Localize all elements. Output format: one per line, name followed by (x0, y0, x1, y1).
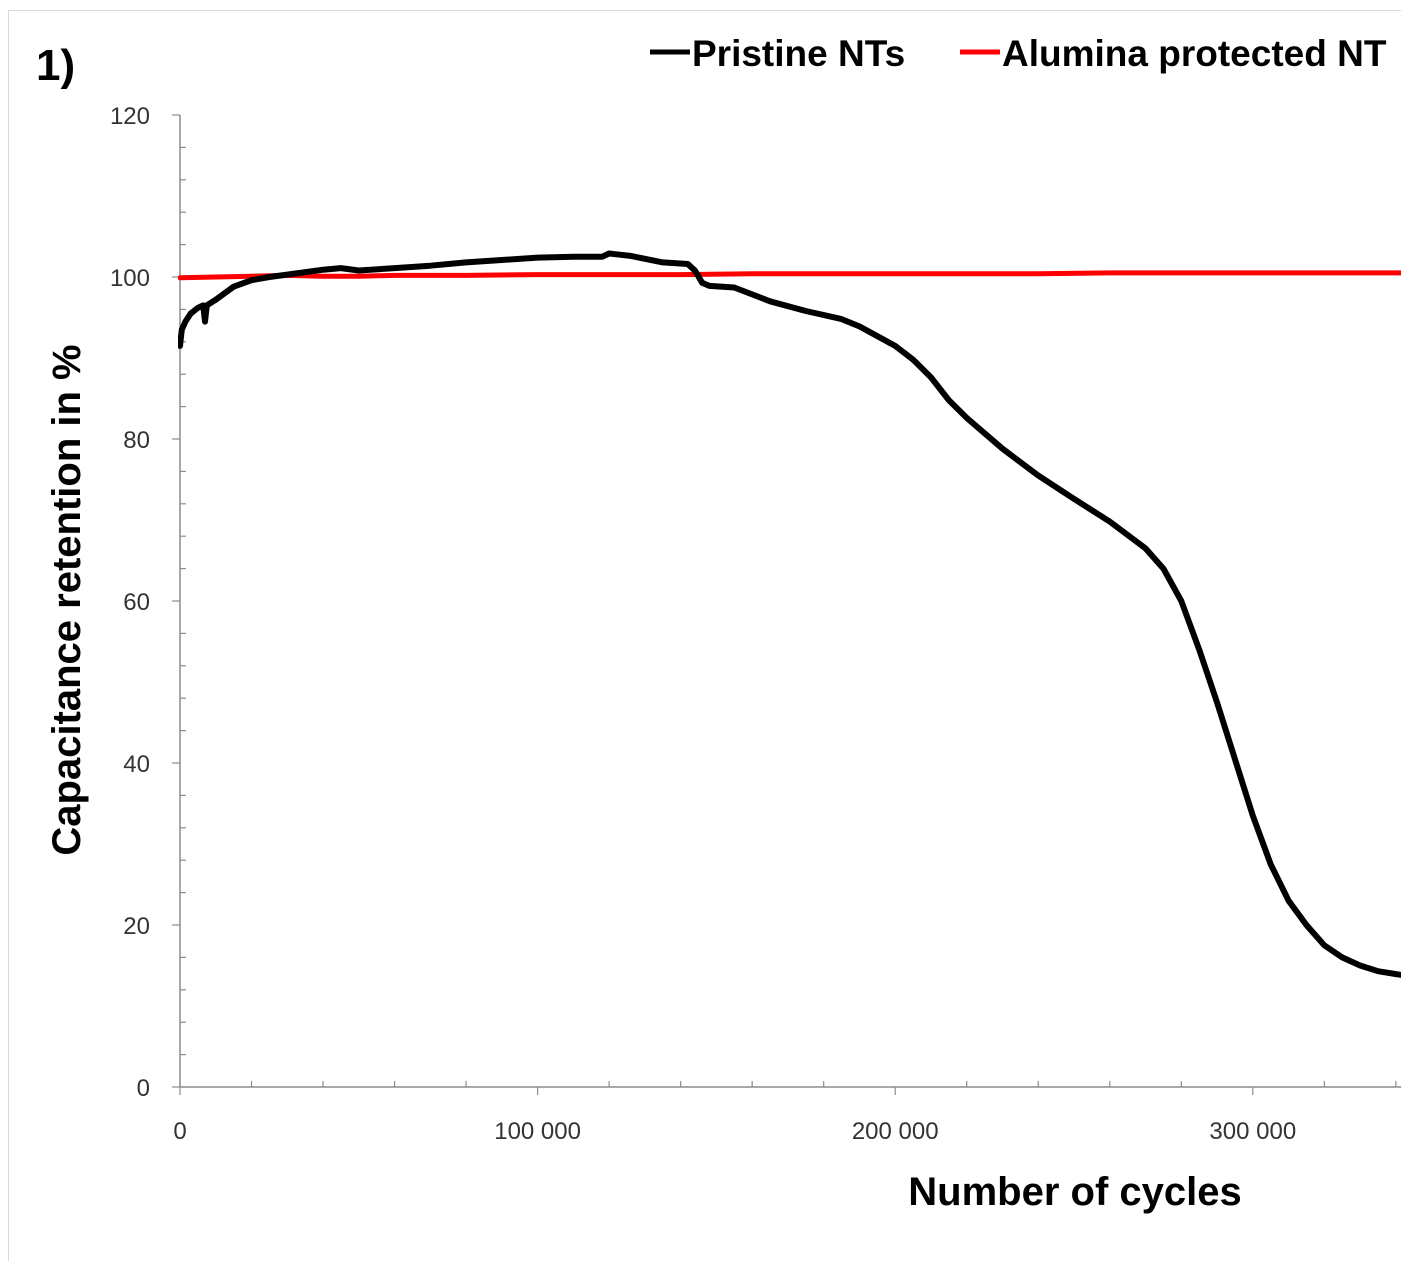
chart-frame (8, 10, 1401, 1261)
x-axis: 0 100 000 200 000 300 000 (173, 1081, 1401, 1145)
y-tick-label: 120 (110, 103, 150, 130)
x-tick-label: 0 (173, 1118, 186, 1145)
series-line-alumina (178, 270, 1401, 281)
legend-label-pristine: Pristine NTs (692, 33, 905, 74)
y-tick-label: 40 (123, 751, 150, 778)
x-tick-label: 100 000 (494, 1118, 581, 1145)
legend: Pristine NTs Alumina protected NT (650, 33, 1387, 74)
x-tick-label: 200 000 (852, 1118, 939, 1145)
y-tick-label: 80 (123, 427, 150, 454)
y-tick-label: 100 (110, 265, 150, 292)
x-axis-title: Number of cycles (908, 1170, 1241, 1214)
y-axis-title: Capacitance retention in % (45, 344, 89, 855)
series-layer (178, 250, 1401, 978)
y-tick-label: 60 (123, 589, 150, 616)
legend-label-alumina: Alumina protected NT (1002, 33, 1387, 74)
y-tick-label: 0 (137, 1075, 150, 1102)
y-axis: 0 20 40 60 80 100 120 (110, 103, 186, 1102)
x-tick-label: 300 000 (1209, 1118, 1296, 1145)
panel-label: 1) (36, 41, 75, 90)
y-tick-label: 20 (123, 913, 150, 940)
series-line-pristine (178, 250, 1401, 978)
